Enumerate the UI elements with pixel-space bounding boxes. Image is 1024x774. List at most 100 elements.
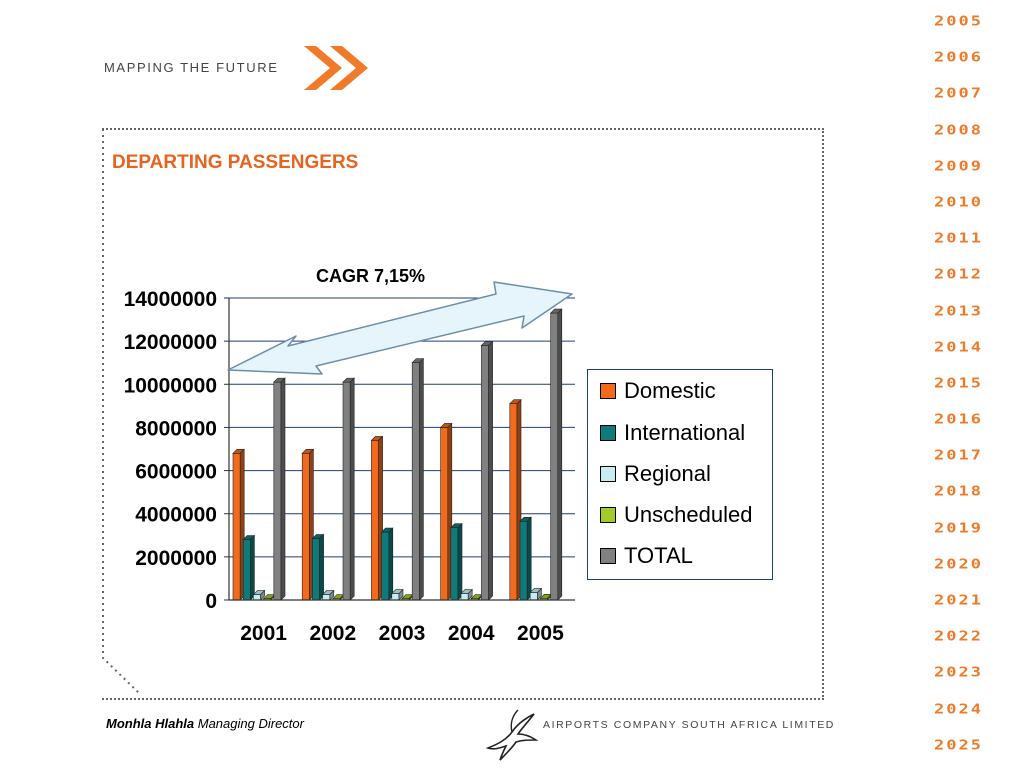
bar-side [457,523,463,601]
bar [460,593,469,601]
bar-side [398,588,404,601]
legend-swatch [600,548,616,564]
chart-axes: 0 2000000 4000000 6000000 8000000 10000000 120… [124,288,575,645]
x-tick-label: 2004 [448,622,495,645]
legend-label: TOTAL [624,543,693,568]
y-tick-label: 6000000 [135,461,217,484]
y-tick-label: 8000000 [135,417,217,440]
bar [232,453,241,601]
bar-side [260,589,265,601]
chart-legend: Domestic International Regional Unschedu… [587,369,773,580]
timeline-year: 2018 [934,484,983,501]
bar-side [319,533,324,601]
legend-label: International [624,420,746,445]
bar [381,531,390,601]
y-tick-label: 10000000 [124,374,217,397]
bar-side [250,534,255,601]
presenter: Monhla Hlahla Managing Director [106,716,304,731]
bar [519,520,528,601]
bar [312,538,320,601]
legend-item: TOTAL [600,543,693,569]
legend-label: Regional [624,461,711,486]
x-tick-label: 2005 [517,622,564,645]
bar [440,427,449,601]
legend-item: Regional [600,461,711,487]
cagr-arrow [227,281,573,375]
frame-left-edge [102,129,141,695]
timeline-year: 2009 [934,158,983,175]
legend-item: Unscheduled [600,502,752,528]
content-frame [102,128,824,700]
y-tick-label: 4000000 [135,504,217,527]
chart-bars [232,308,563,601]
legend-item: Domestic [600,378,716,404]
timeline-year: 2023 [934,665,983,681]
timeline-year: 2020 [934,556,983,573]
timeline-year: 2019 [934,520,983,537]
company-name: AIRPORTS COMPANY SOUTH AFRICA LIMITED [543,719,835,731]
timeline-year: 2024 [934,701,983,718]
bar [242,539,251,601]
bar [273,381,282,601]
cagr-double-arrow [227,281,573,375]
y-tick-label: 0 [205,590,217,613]
legend-swatch [600,507,616,523]
timeline-year: 2010 [934,194,983,211]
bar-side [467,588,473,601]
bar [342,381,351,601]
bar [550,312,559,601]
bar [509,403,518,601]
bar-side [280,377,286,601]
timeline-year: 2012 [934,267,983,283]
bar [450,527,459,601]
bar-side [419,357,424,601]
y-tick-label: 12000000 [124,331,217,354]
cagr-annotation: CAGR 7,15% [316,266,426,286]
bar [322,594,331,601]
timeline-year: 2008 [934,122,983,139]
timeline-year: 2021 [934,593,983,609]
bar-side [557,308,563,601]
x-tick-label: 2003 [379,622,426,645]
bar [529,592,538,601]
y-tick-label: 14000000 [124,288,217,311]
timeline-year: 2025 [934,737,983,754]
timeline-year: 2005 [934,14,983,30]
bar-side [388,527,394,601]
presenter-role: Managing Director [197,716,304,731]
timeline-year: 2022 [934,629,983,645]
timeline-year: 2017 [934,448,983,464]
legend-item: International [600,420,745,446]
bar [301,453,310,601]
timeline-year: 2006 [934,50,983,66]
bar-side [329,589,335,601]
legend-swatch [600,466,616,482]
bar [371,440,379,601]
bar-side [349,377,355,601]
timeline-year: 2007 [934,86,983,102]
slide-title: DEPARTING PASSENGERS [112,152,359,173]
timeline-year: 2013 [934,303,983,320]
timeline-year: 2016 [934,412,983,428]
timeline-year: 2015 [934,375,983,392]
bar-side [488,340,493,601]
bar [481,345,489,601]
presenter-name: Monhla Hlahla [106,716,195,731]
bar-side [526,516,532,601]
tagline: MAPPING THE FUTURE [104,60,279,75]
bar [253,594,261,601]
timeline-years: 2005 2006 2007 2008 2009 2010 2011 2012 … [934,14,1014,774]
chevron-logo-icon [304,46,368,90]
bar-side [537,587,542,601]
bar [391,593,400,601]
x-tick-label: 2001 [240,622,287,645]
timeline-year: 2011 [934,231,983,247]
bar [411,362,420,601]
legend-label: Unscheduled [624,502,753,527]
y-tick-label: 2000000 [135,547,217,570]
legend-swatch [600,383,616,399]
timeline-year: 2014 [934,339,983,356]
bird-logo-icon [485,709,539,761]
legend-swatch [600,425,616,441]
